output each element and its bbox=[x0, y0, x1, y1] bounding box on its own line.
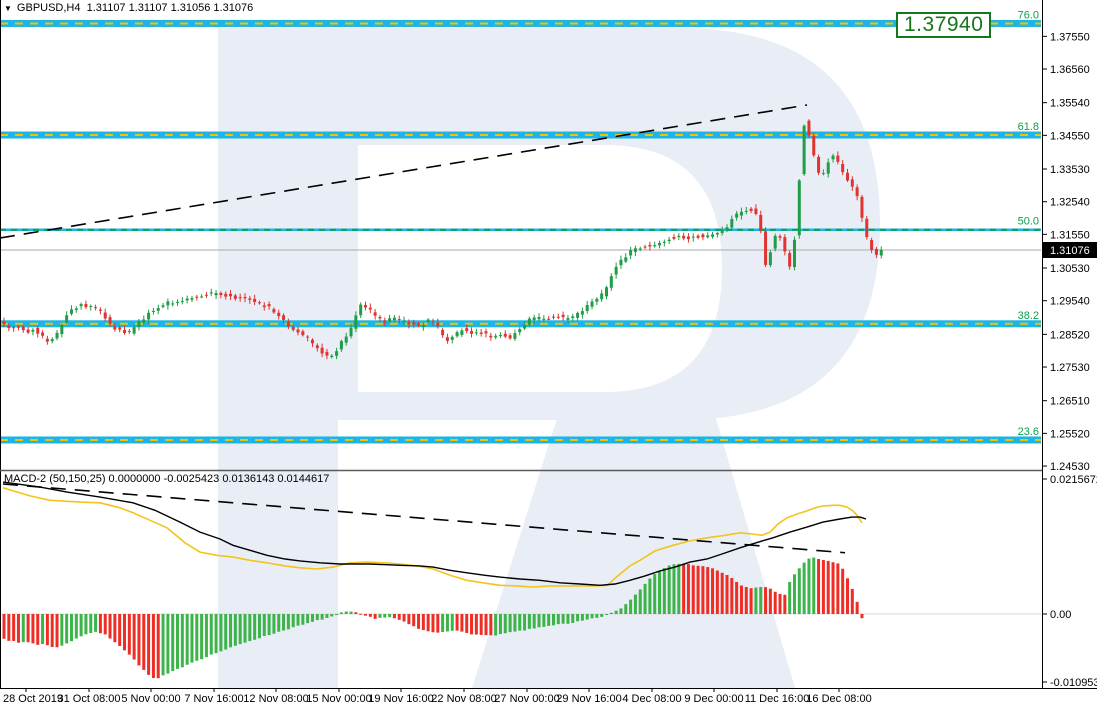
chart-title-bar: ▼ GBPUSD,H4 1.31107 1.31107 1.31056 1.31… bbox=[4, 2, 253, 14]
fib-percent-labels: 76.0 61.8 50.0 38.2 23.6 bbox=[1018, 9, 1039, 438]
fib-band-38.2 bbox=[1, 320, 1041, 328]
watermark-logo bbox=[218, 28, 880, 688]
time-tick-label: 9 Dec 00:00 bbox=[684, 693, 743, 705]
fib-label-38.2: 38.2 bbox=[1018, 310, 1039, 322]
time-tick-label: 22 Nov 08:00 bbox=[431, 693, 496, 705]
time-tick-label: 28 Oct 2019 bbox=[3, 693, 63, 705]
macd-pane[interactable] bbox=[0, 481, 1042, 679]
macd-main-line[interactable] bbox=[2, 481, 867, 587]
macd-histogram bbox=[2, 557, 864, 679]
price-tick-label: 1.29540 bbox=[1050, 296, 1090, 308]
macd-descending-trendline[interactable] bbox=[2, 483, 846, 554]
price-tick-label: 1.25520 bbox=[1050, 428, 1090, 440]
price-tick-label: 1.27530 bbox=[1050, 362, 1090, 374]
main-price-pane[interactable] bbox=[0, 19, 1042, 444]
fib-target-price-label[interactable]: 1.37940 bbox=[896, 12, 992, 38]
candlesticks bbox=[2, 119, 883, 360]
price-tick-label: 1.34550 bbox=[1050, 130, 1090, 142]
fib-label-23.6: 23.6 bbox=[1018, 426, 1039, 438]
price-tick-label: 1.36560 bbox=[1050, 64, 1090, 76]
time-tick-label: 27 Nov 00:00 bbox=[494, 693, 559, 705]
fib-label-50.0: 50.0 bbox=[1018, 216, 1039, 228]
price-tick-label: 1.33530 bbox=[1050, 164, 1090, 176]
axes bbox=[0, 0, 1097, 689]
price-tick-label: 1.35540 bbox=[1050, 98, 1090, 110]
price-tick-label: 1.32540 bbox=[1050, 197, 1090, 209]
fib-band-23.6 bbox=[1, 436, 1041, 444]
time-tick-label: 16 Dec 08:00 bbox=[806, 693, 871, 705]
macd-signal-line[interactable] bbox=[2, 487, 863, 588]
price-tick-label: 1.24530 bbox=[1050, 461, 1090, 473]
macd-axis[interactable]: 0.0215672 0.00 -0.010953 bbox=[1042, 474, 1097, 689]
macd-indicator-label: MACD-2 (50,150,25) 0.0000000 -0.0025423 … bbox=[4, 473, 330, 485]
fib-band-76.0 bbox=[1, 19, 1041, 27]
fib-band-61.8 bbox=[1, 131, 1041, 139]
time-tick-label: 4 Dec 08:00 bbox=[622, 693, 681, 705]
time-tick-label: 7 Nov 16:00 bbox=[184, 693, 243, 705]
macd-scale-label: -0.010953 bbox=[1050, 677, 1097, 689]
ascending-trendline[interactable] bbox=[0, 104, 808, 239]
price-tick-label: 1.30530 bbox=[1050, 263, 1090, 275]
time-tick-label: 12 Nov 08:00 bbox=[243, 693, 308, 705]
current-price-box: 1.31076 bbox=[1043, 242, 1097, 258]
time-tick-label: 11 Dec 16:00 bbox=[745, 693, 810, 705]
fibonacci-levels[interactable] bbox=[0, 19, 1042, 444]
fib-label-61.8: 61.8 bbox=[1018, 121, 1039, 133]
time-tick-label: 29 Nov 16:00 bbox=[556, 693, 621, 705]
price-tick-label: 1.28520 bbox=[1050, 329, 1090, 341]
symbol-dropdown-icon[interactable]: ▼ bbox=[4, 3, 12, 13]
time-tick-label: 31 Oct 08:00 bbox=[58, 693, 121, 705]
price-tick-label: 1.26510 bbox=[1050, 396, 1090, 408]
current-price-value: 1.31076 bbox=[1050, 245, 1090, 257]
symbol-ohlc-title: GBPUSD,H4 1.31107 1.31107 1.31056 1.3107… bbox=[16, 2, 254, 14]
price-tick-label: 1.31550 bbox=[1050, 229, 1090, 241]
price-tick-label: 1.37550 bbox=[1050, 31, 1090, 43]
price-axis[interactable]: 1.37550 1.36560 1.35540 1.34550 1.33530 1.325… bbox=[1042, 31, 1090, 473]
macd-scale-label: 0.00 bbox=[1050, 609, 1071, 621]
macd-scale-label: 0.0215672 bbox=[1050, 474, 1097, 486]
time-tick-label: 5 Nov 00:00 bbox=[121, 693, 180, 705]
time-tick-label: 19 Nov 16:00 bbox=[368, 693, 433, 705]
time-tick-label: 15 Nov 00:00 bbox=[306, 693, 371, 705]
fib-label-76.0: 76.0 bbox=[1018, 9, 1039, 21]
